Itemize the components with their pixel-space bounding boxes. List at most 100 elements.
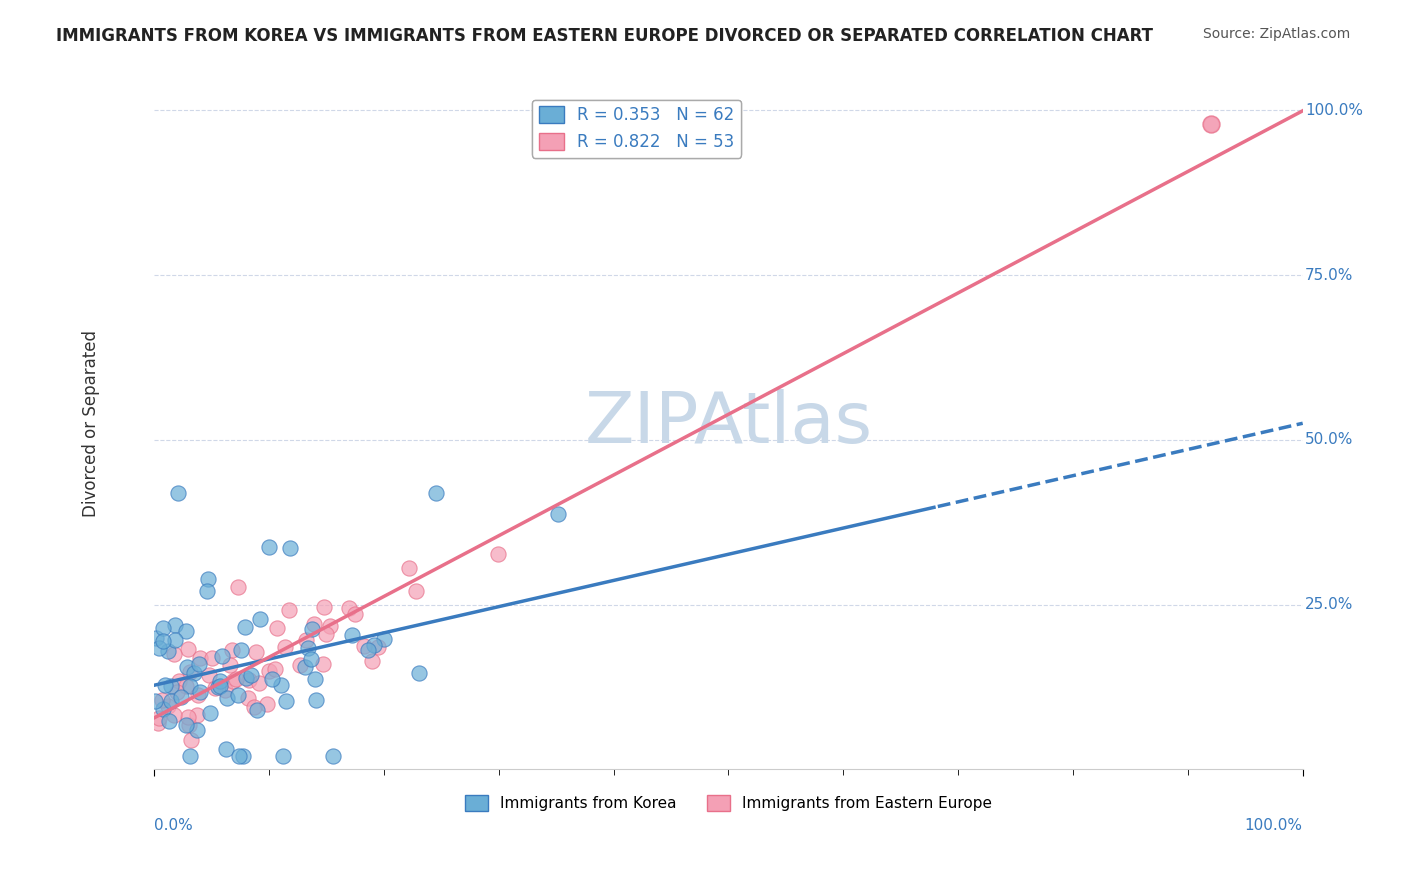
Text: 50.0%: 50.0%: [1305, 433, 1354, 448]
Point: [180, 732, 202, 747]
Point: [405, 583, 427, 598]
Point: [176, 718, 198, 732]
Point: [361, 654, 384, 668]
Point: [201, 651, 224, 665]
Point: [222, 673, 245, 688]
Point: [547, 507, 569, 521]
Point: [211, 648, 233, 663]
Point: [204, 681, 226, 695]
Point: [315, 626, 337, 640]
Point: [226, 580, 249, 594]
Point: [209, 674, 232, 689]
Point: [187, 689, 209, 703]
Point: [343, 607, 366, 621]
Point: [288, 658, 311, 673]
Point: [301, 622, 323, 636]
Point: [232, 749, 254, 764]
Point: [264, 662, 287, 676]
Point: [207, 680, 229, 694]
Point: [214, 682, 236, 697]
Point: [312, 657, 335, 672]
Point: [486, 548, 509, 562]
Text: 75.0%: 75.0%: [1305, 268, 1354, 283]
Point: [340, 628, 363, 642]
Point: [174, 679, 197, 693]
Point: [225, 672, 247, 686]
Point: [198, 668, 221, 682]
Point: [150, 692, 173, 706]
Point: [231, 643, 253, 657]
Point: [235, 671, 257, 685]
Point: [353, 639, 375, 653]
Point: [177, 710, 200, 724]
Point: [239, 667, 262, 681]
Point: [273, 749, 295, 764]
Point: [163, 708, 186, 723]
Point: [312, 600, 335, 615]
Point: [166, 685, 188, 699]
Point: [297, 641, 319, 656]
Point: [200, 706, 222, 720]
Point: [217, 691, 239, 706]
Point: [166, 485, 188, 500]
Point: [167, 674, 190, 689]
Point: [179, 665, 201, 679]
Point: [1199, 117, 1222, 131]
Point: [148, 640, 170, 655]
Point: [163, 633, 186, 648]
Point: [367, 640, 389, 654]
Point: [152, 633, 174, 648]
Point: [246, 703, 269, 717]
Point: [398, 561, 420, 575]
Point: [318, 619, 340, 633]
Text: 100.0%: 100.0%: [1244, 818, 1303, 833]
Point: [373, 632, 395, 646]
Point: [179, 679, 201, 693]
Point: [163, 618, 186, 632]
Point: [357, 642, 380, 657]
Point: [270, 678, 292, 692]
Point: [186, 723, 208, 737]
Point: [159, 694, 181, 708]
Point: [188, 651, 211, 665]
Point: [197, 572, 219, 586]
Point: [148, 716, 170, 731]
Point: [188, 685, 211, 699]
Point: [243, 699, 266, 714]
Point: [195, 584, 218, 599]
Point: [183, 665, 205, 680]
Point: [209, 679, 232, 693]
Point: [299, 652, 322, 666]
Point: [177, 641, 200, 656]
Point: [176, 660, 198, 674]
Text: 25.0%: 25.0%: [1305, 597, 1354, 612]
Point: [266, 621, 288, 635]
Point: [157, 714, 180, 728]
Point: [145, 694, 167, 708]
Point: [247, 676, 270, 690]
Point: [215, 742, 238, 756]
Point: [425, 485, 447, 500]
Point: [160, 679, 183, 693]
Text: ZIPAtlas: ZIPAtlas: [585, 389, 873, 458]
Point: [236, 690, 259, 705]
Point: [363, 638, 385, 652]
Point: [157, 698, 180, 713]
Point: [304, 672, 326, 686]
Point: [238, 673, 260, 687]
Point: [257, 664, 280, 678]
Point: [274, 694, 297, 708]
Text: Source: ZipAtlas.com: Source: ZipAtlas.com: [1202, 27, 1350, 41]
Text: 0.0%: 0.0%: [155, 818, 193, 833]
Point: [148, 711, 170, 725]
Point: [295, 632, 318, 647]
Text: 100.0%: 100.0%: [1305, 103, 1362, 118]
Point: [249, 612, 271, 626]
Point: [408, 666, 430, 681]
Point: [179, 749, 201, 764]
Point: [226, 688, 249, 702]
Legend: R = 0.353   N = 62, R = 0.822   N = 53: R = 0.353 N = 62, R = 0.822 N = 53: [531, 100, 741, 158]
Text: Divorced or Separated: Divorced or Separated: [82, 330, 100, 516]
Point: [174, 624, 197, 638]
Point: [305, 693, 328, 707]
